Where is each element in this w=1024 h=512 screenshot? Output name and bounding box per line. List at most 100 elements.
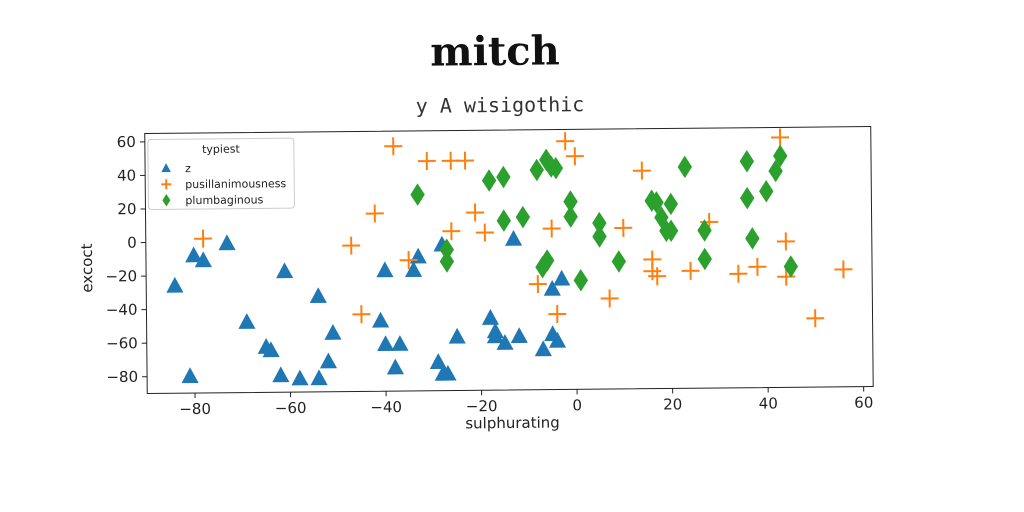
data-point xyxy=(565,147,584,166)
series-1 xyxy=(166,229,571,386)
x-axis-label: sulphurating xyxy=(465,414,560,433)
legend: typiest z pusillanimousness plumbaginous xyxy=(147,137,295,210)
data-point xyxy=(748,257,767,276)
data-point xyxy=(429,353,447,370)
data-point xyxy=(563,190,578,213)
data-point xyxy=(573,269,589,292)
data-point xyxy=(456,151,475,170)
data-point xyxy=(740,186,755,210)
y-tick-label: −20 xyxy=(105,267,137,285)
x-tick-label: −20 xyxy=(466,397,498,415)
data-point xyxy=(405,261,423,277)
x-tick-label: 20 xyxy=(663,395,682,413)
data-point xyxy=(496,165,511,189)
data-point xyxy=(194,251,212,268)
y-tick-label: 60 xyxy=(117,133,136,151)
data-point xyxy=(291,369,309,386)
data-point xyxy=(592,211,607,235)
data-point xyxy=(681,261,700,280)
data-point xyxy=(481,309,500,325)
legend-marker xyxy=(162,194,171,207)
data-point xyxy=(592,225,607,248)
y-tick-label: −60 xyxy=(106,334,138,352)
data-point xyxy=(543,279,561,296)
data-point xyxy=(372,311,390,328)
data-point xyxy=(697,247,713,271)
data-point xyxy=(759,180,774,203)
legend-entry-label: pusillanimousness xyxy=(185,177,286,191)
data-point xyxy=(166,276,184,293)
data-point xyxy=(466,203,485,222)
data-point xyxy=(319,352,338,369)
data-point xyxy=(448,327,466,344)
data-point xyxy=(486,327,504,344)
data-point xyxy=(771,128,790,147)
data-point xyxy=(539,249,555,272)
y-tick-label: −40 xyxy=(106,301,138,319)
y-tick-label: 40 xyxy=(117,167,136,185)
y-tick-label: 0 xyxy=(127,234,137,252)
data-point xyxy=(181,367,199,384)
data-point xyxy=(649,191,664,214)
data-point xyxy=(783,255,799,278)
y-tick-label: 20 xyxy=(117,200,136,218)
data-point xyxy=(663,192,679,216)
data-point xyxy=(185,246,203,263)
legend-box xyxy=(147,137,295,210)
data-point xyxy=(475,223,494,242)
data-point xyxy=(648,267,667,286)
data-point xyxy=(663,219,679,243)
y-tick-label: −80 xyxy=(106,368,138,386)
x-tick-label: −40 xyxy=(370,398,402,416)
data-point xyxy=(768,159,783,183)
data-point xyxy=(632,161,651,180)
data-point xyxy=(611,250,627,273)
legend-marker xyxy=(161,179,172,190)
x-tick-label: 0 xyxy=(572,396,582,414)
data-point xyxy=(496,209,512,232)
data-point xyxy=(384,137,403,156)
data-point xyxy=(777,267,796,286)
data-point xyxy=(773,144,788,168)
data-point xyxy=(739,150,755,173)
data-point xyxy=(654,206,669,229)
data-point xyxy=(194,229,213,248)
data-point xyxy=(548,305,567,324)
data-point xyxy=(439,238,454,261)
x-tick-label: 60 xyxy=(854,394,873,412)
x-tick-label: −80 xyxy=(179,400,211,418)
data-point xyxy=(697,219,712,242)
data-point xyxy=(553,269,571,286)
data-point xyxy=(515,205,531,229)
data-point xyxy=(535,255,550,279)
data-point xyxy=(528,275,547,294)
legend-marker xyxy=(161,163,171,173)
data-point xyxy=(365,204,384,223)
data-point xyxy=(439,250,455,273)
data-point xyxy=(834,260,853,279)
data-point xyxy=(614,218,633,237)
data-point xyxy=(529,158,544,182)
data-point xyxy=(806,309,825,328)
data-point xyxy=(548,156,564,180)
data-point xyxy=(481,169,497,192)
data-point xyxy=(643,262,662,281)
data-point xyxy=(505,229,523,246)
data-point xyxy=(417,151,436,170)
data-point xyxy=(272,366,290,383)
data-point xyxy=(309,287,327,304)
data-point xyxy=(745,227,760,250)
data-point xyxy=(391,335,409,351)
data-point xyxy=(534,340,552,357)
data-point xyxy=(542,219,561,238)
data-point xyxy=(262,341,280,358)
data-point xyxy=(549,331,567,348)
data-point xyxy=(496,334,514,350)
x-tick-label: 40 xyxy=(759,394,778,412)
data-point xyxy=(376,261,394,278)
data-point xyxy=(352,305,371,324)
y-axis-label: excoct xyxy=(78,243,96,292)
data-point xyxy=(218,234,236,251)
x-tick-label: −60 xyxy=(275,399,307,417)
data-point xyxy=(563,205,578,228)
